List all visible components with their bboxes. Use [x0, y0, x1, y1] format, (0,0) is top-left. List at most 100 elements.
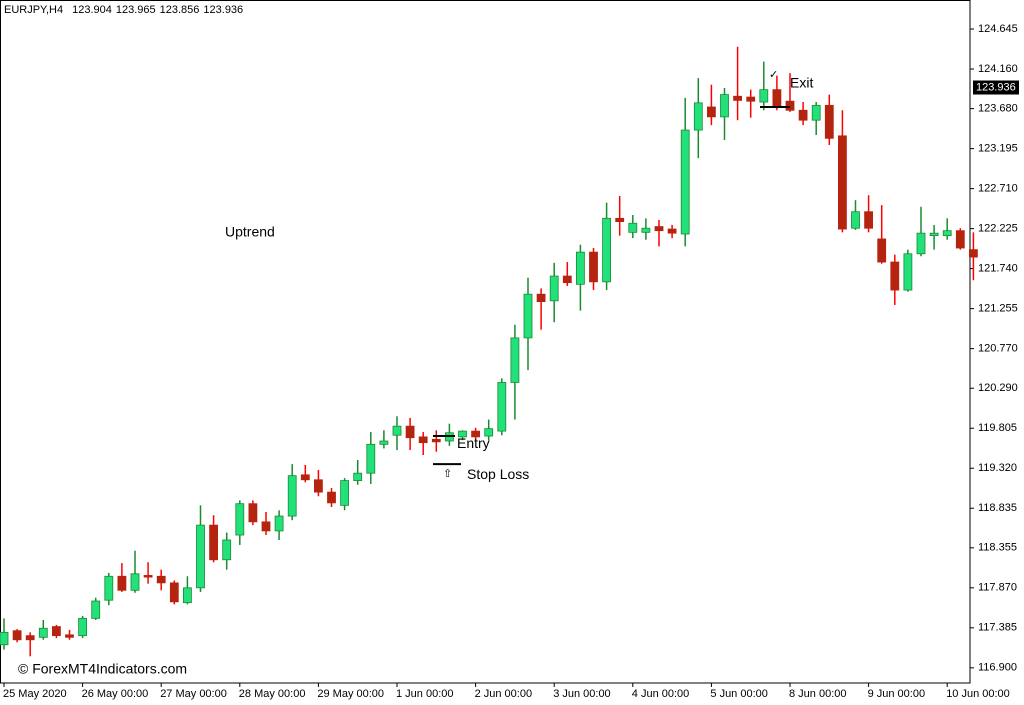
- annotation: Uptrend: [225, 224, 275, 240]
- x-tick-label: 27 May 00:00: [160, 688, 227, 700]
- y-tick-label: 122.225: [978, 223, 1018, 235]
- candle-body: [929, 232, 939, 237]
- y-tick-label: 121.255: [978, 303, 1018, 315]
- x-tick-label: 3 Jun 00:00: [553, 688, 611, 700]
- candle-body: [798, 109, 808, 121]
- price-marker: [973, 80, 1019, 95]
- candle-body: [497, 382, 507, 432]
- candle-body: [576, 251, 585, 285]
- candle-body: [143, 575, 153, 578]
- annotation: Stop Loss: [467, 466, 529, 482]
- header-value: 123.965: [116, 4, 156, 16]
- candle-body: [274, 515, 284, 532]
- candle-body: [602, 217, 611, 283]
- candle-body: [824, 104, 834, 139]
- header-value: 123.904: [72, 4, 112, 16]
- candle-body: [25, 635, 35, 641]
- candle-body: [877, 238, 887, 263]
- y-tick-label: 118.835: [978, 502, 1017, 514]
- candle-body: [654, 226, 664, 232]
- x-tick-label: 25 May 2020: [3, 688, 67, 700]
- y-tick-label: 120.290: [978, 382, 1018, 394]
- header-value: 123.856: [160, 4, 200, 16]
- candle-body: [353, 472, 363, 481]
- candle-body: [628, 222, 638, 233]
- candle-body: [955, 230, 965, 249]
- y-tick-label: 123.680: [978, 103, 1018, 115]
- candle-body: [117, 575, 127, 591]
- candle-body: [91, 600, 101, 619]
- candle-body: [903, 253, 913, 291]
- x-tick-label: 9 Jun 00:00: [868, 688, 926, 700]
- y-tick-label: 116.900: [978, 662, 1017, 674]
- candle-body: [746, 96, 756, 102]
- header: EURJPY,H4 123.904 123.965 123.856 123.936: [4, 4, 243, 16]
- x-tick-label: 1 Jun 00:00: [396, 688, 454, 700]
- candle-body: [235, 503, 245, 536]
- candle-body: [510, 337, 520, 383]
- candle-body: [405, 425, 415, 439]
- candle-body: [772, 89, 782, 107]
- candle-body: [0, 631, 9, 646]
- header-value: 123.936: [203, 4, 243, 16]
- annotation: Entry: [457, 435, 490, 451]
- candle-body: [300, 474, 310, 481]
- x-tick-label: 5 Jun 00:00: [710, 688, 768, 700]
- y-tick-label: 117.385: [978, 622, 1017, 634]
- watermark: © ForexMT4Indicators.com: [18, 661, 187, 677]
- candle-body: [484, 428, 494, 437]
- candle-body: [458, 430, 467, 438]
- candle-body: [182, 587, 192, 604]
- y-tick-label: 124.160: [978, 63, 1018, 75]
- candle-body: [471, 430, 481, 438]
- candle-body: [196, 524, 205, 589]
- y-tick-label: 118.355: [978, 542, 1017, 554]
- candle-body: [916, 232, 926, 255]
- candle-body: [759, 89, 769, 103]
- annotation: Exit: [790, 75, 813, 91]
- candle-body: [38, 627, 48, 638]
- x-tick-label: 29 May 00:00: [317, 688, 384, 700]
- x-tick-label: 2 Jun 00:00: [475, 688, 532, 700]
- x-tick-label: 28 May 00:00: [239, 688, 306, 700]
- candle-body: [838, 135, 847, 230]
- candle-body: [104, 575, 114, 601]
- candle-body: [890, 261, 900, 291]
- candle-body: [641, 227, 651, 233]
- candle-body: [261, 521, 271, 532]
- annotation-icon: ⇧: [443, 468, 452, 480]
- candle-body: [313, 479, 323, 493]
- candle-body: [615, 217, 625, 223]
- x-tick-label: 8 Jun 00:00: [789, 688, 847, 700]
- candle-body: [222, 539, 232, 561]
- candle-body: [733, 95, 742, 101]
- annotation-icon: ✓: [769, 69, 778, 81]
- y-tick-label: 119.320: [978, 462, 1017, 474]
- candle-body: [392, 425, 402, 436]
- candle-body: [169, 582, 179, 603]
- candle-body: [942, 230, 952, 237]
- candle-body: [851, 211, 860, 229]
- y-tick-label: 121.740: [978, 263, 1018, 275]
- candle-body: [693, 102, 703, 131]
- candle-body: [864, 211, 873, 229]
- candle-body: [523, 293, 533, 339]
- candle-body: [811, 104, 821, 121]
- candle-body: [562, 275, 572, 284]
- candle-body: [156, 575, 166, 584]
- candle-body: [680, 129, 690, 235]
- candle-body: [707, 106, 716, 118]
- y-tick-label: 122.710: [978, 183, 1018, 195]
- candle-body: [327, 491, 336, 504]
- symbol: EURJPY,H4: [4, 4, 63, 16]
- candle-body: [12, 630, 22, 641]
- candle-body: [65, 634, 74, 638]
- candle-body: [431, 438, 441, 443]
- candle-body: [52, 626, 61, 637]
- candle-body: [340, 480, 350, 506]
- y-tick-label: 117.870: [978, 582, 1017, 594]
- y-tick-label: 119.805: [978, 422, 1017, 434]
- x-tick-label: 26 May 00:00: [82, 688, 149, 700]
- candle-body: [78, 617, 87, 637]
